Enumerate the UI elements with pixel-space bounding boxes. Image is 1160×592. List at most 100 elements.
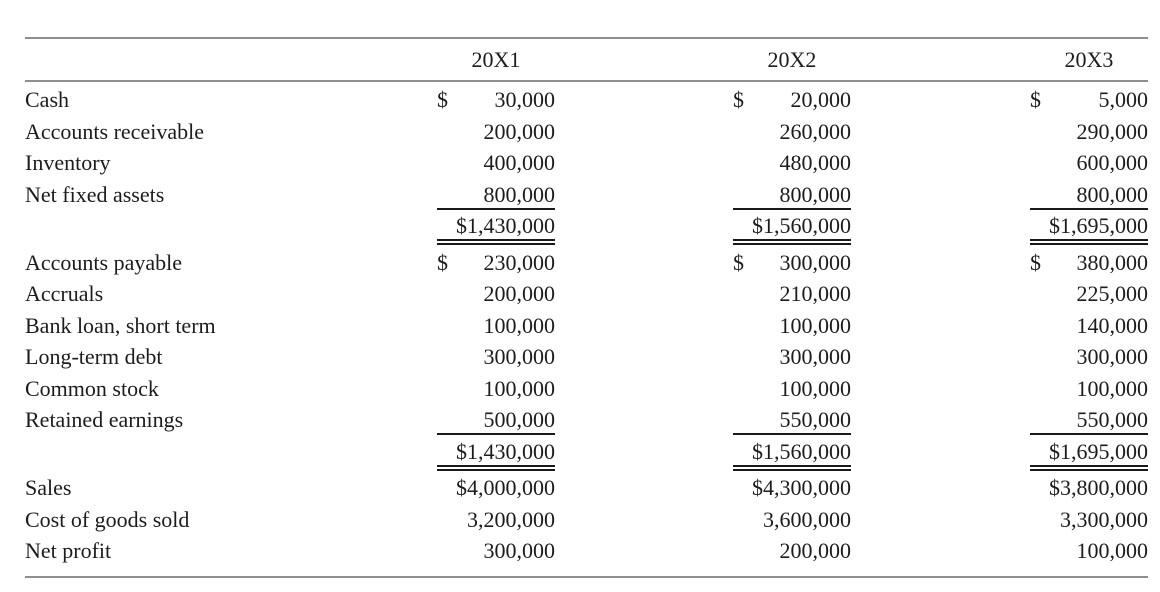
amount-cell: $4,300,000 xyxy=(733,474,851,501)
amount-cell: $1,560,000 xyxy=(733,212,851,245)
table-row-cash: Cash $30,000 $20,000 $5,000 xyxy=(25,81,1148,116)
amount-value: 200,000 xyxy=(483,118,556,144)
row-label xyxy=(25,436,259,473)
amount-cell: 550,000 xyxy=(1030,406,1148,435)
amount-cell: $1,430,000 xyxy=(437,438,555,471)
currency-symbol: $ xyxy=(437,87,448,112)
amount-value: 230,000 xyxy=(483,249,556,275)
amount-cell: 200,000 xyxy=(437,118,556,145)
amount-cell: 260,000 xyxy=(733,118,852,145)
amount-value: 5,000 xyxy=(1098,87,1149,112)
amount-cell: $380,000 xyxy=(1030,249,1148,276)
amount-cell: 100,000 xyxy=(1030,375,1149,402)
table-row-sales: Sales $4,000,000 $4,300,000 $3,800,000 xyxy=(25,472,1148,504)
amount-value: 100,000 xyxy=(1076,375,1149,401)
amount-cell: 300,000 xyxy=(733,343,852,370)
amount-value: 100,000 xyxy=(483,375,556,401)
financial-statements-sheet: 20X1 20X2 20X3 Cash $30,000 $20,000 $5,0… xyxy=(25,37,1148,578)
row-label xyxy=(25,210,259,247)
amount-value: 20,000 xyxy=(790,87,852,112)
amount-cell: 100,000 xyxy=(733,312,852,339)
table-row-common-stock: Common stock 100,000 100,000 100,000 xyxy=(25,373,1148,405)
table-row-accounts-receivable: Accounts receivable 200,000 260,000 290,… xyxy=(25,116,1148,148)
amount-value: $4,300,000 xyxy=(752,475,851,500)
amount-cell: 800,000 xyxy=(733,181,851,210)
row-label: Long-term debt xyxy=(25,344,163,369)
amount-value: $1,560,000 xyxy=(752,438,851,464)
amount-cell: $230,000 xyxy=(437,249,555,276)
amount-value: 3,200,000 xyxy=(467,506,555,532)
amount-value: 800,000 xyxy=(483,181,556,207)
amount-value: 200,000 xyxy=(483,281,556,306)
currency-symbol: $ xyxy=(733,249,744,275)
amount-value: 3,300,000 xyxy=(1060,506,1148,532)
row-label: Sales xyxy=(25,475,72,500)
amount-value: 800,000 xyxy=(779,181,852,207)
amount-cell: $1,695,000 xyxy=(1030,438,1148,471)
amount-cell: $1,430,000 xyxy=(437,212,555,245)
row-label: Net fixed assets xyxy=(25,181,165,207)
amount-cell: 550,000 xyxy=(733,406,851,435)
table-row-cost-of-goods-sold: Cost of goods sold 3,200,000 3,600,000 3… xyxy=(25,504,1148,536)
table-row-total-liabilities-equity: $1,430,000 $1,560,000 $1,695,000 xyxy=(25,436,1148,473)
table-row-inventory: Inventory 400,000 480,000 600,000 xyxy=(25,147,1148,179)
amount-value: 100,000 xyxy=(483,312,556,338)
table-row-accruals: Accruals 200,000 210,000 225,000 xyxy=(25,278,1148,310)
amount-cell: 300,000 xyxy=(437,537,556,564)
amount-value: $1,695,000 xyxy=(1049,438,1148,464)
amount-value: 30,000 xyxy=(494,87,556,112)
amount-cell: $3,800,000 xyxy=(1030,474,1148,501)
row-label: Retained earnings xyxy=(25,407,184,432)
amount-value: 300,000 xyxy=(483,344,556,369)
currency-symbol: $ xyxy=(1030,87,1041,112)
amount-value: 3,600,000 xyxy=(763,506,851,532)
row-label: Bank loan, short term xyxy=(25,312,216,338)
financial-statements-table: 20X1 20X2 20X3 Cash $30,000 $20,000 $5,0… xyxy=(25,37,1148,578)
amount-value: 100,000 xyxy=(1076,538,1149,563)
amount-cell: $1,695,000 xyxy=(1030,212,1148,245)
amount-value: $1,430,000 xyxy=(456,213,555,238)
amount-value: 300,000 xyxy=(779,249,852,275)
amount-cell: $300,000 xyxy=(733,249,851,276)
amount-cell: 210,000 xyxy=(733,280,852,307)
table-row-net-profit: Net profit 300,000 200,000 100,000 xyxy=(25,535,1148,577)
currency-symbol: $ xyxy=(1030,249,1041,275)
table-row-long-term-debt: Long-term debt 300,000 300,000 300,000 xyxy=(25,341,1148,373)
amount-cell: 100,000 xyxy=(1030,537,1149,564)
amount-value: 300,000 xyxy=(1076,344,1149,369)
table-row-retained-earnings: Retained earnings 500,000 550,000 550,00… xyxy=(25,404,1148,436)
amount-value: 210,000 xyxy=(779,281,852,306)
amount-value: 100,000 xyxy=(779,375,852,401)
amount-value: 300,000 xyxy=(779,344,852,369)
row-label: Common stock xyxy=(25,375,159,401)
amount-cell: $1,560,000 xyxy=(733,438,851,471)
amount-value: 550,000 xyxy=(779,407,852,432)
currency-symbol: $ xyxy=(733,87,744,112)
amount-value: 290,000 xyxy=(1076,118,1149,144)
header-row: 20X1 20X2 20X3 xyxy=(25,38,1148,82)
amount-value: 500,000 xyxy=(483,407,556,432)
amount-value: 380,000 xyxy=(1076,249,1149,275)
amount-value: 600,000 xyxy=(1076,150,1149,175)
year-column-header: 20X1 xyxy=(471,46,521,72)
amount-cell: 140,000 xyxy=(1030,312,1149,339)
table-row-bank-loan: Bank loan, short term 100,000 100,000 14… xyxy=(25,310,1148,342)
table-row-net-fixed-assets: Net fixed assets 800,000 800,000 800,000 xyxy=(25,179,1148,211)
amount-value: 200,000 xyxy=(779,538,852,563)
table-row-total-assets: $1,430,000 $1,560,000 $1,695,000 xyxy=(25,210,1148,247)
amount-value: 550,000 xyxy=(1076,407,1149,432)
amount-cell: 800,000 xyxy=(437,181,555,210)
amount-value: 800,000 xyxy=(1076,181,1149,207)
amount-cell: 290,000 xyxy=(1030,118,1149,145)
amount-value: 480,000 xyxy=(779,150,852,175)
amount-value: 140,000 xyxy=(1076,312,1149,338)
amount-cell: 500,000 xyxy=(437,406,555,435)
row-label: Accounts payable xyxy=(25,249,182,275)
amount-value: 400,000 xyxy=(483,150,556,175)
header-blank-cell xyxy=(25,38,259,82)
amount-cell: 3,600,000 xyxy=(733,506,851,533)
amount-cell: 100,000 xyxy=(437,375,556,402)
amount-value: 100,000 xyxy=(779,312,852,338)
row-label: Net profit xyxy=(25,538,112,563)
amount-cell: $5,000 xyxy=(1030,86,1148,113)
